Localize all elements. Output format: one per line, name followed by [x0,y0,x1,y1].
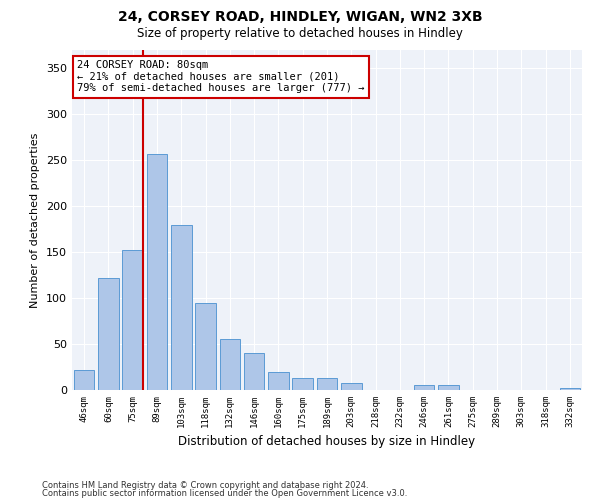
Text: 24 CORSEY ROAD: 80sqm
← 21% of detached houses are smaller (201)
79% of semi-det: 24 CORSEY ROAD: 80sqm ← 21% of detached … [77,60,365,94]
Text: Contains HM Land Registry data © Crown copyright and database right 2024.: Contains HM Land Registry data © Crown c… [42,480,368,490]
Bar [98,278,119,390]
X-axis label: Distribution of detached houses by size in Hindley: Distribution of detached houses by size … [178,436,476,448]
Bar [146,154,167,390]
Bar [122,250,143,390]
Bar [74,370,94,390]
Bar [195,302,216,390]
Bar [292,378,313,390]
Y-axis label: Number of detached properties: Number of detached properties [31,132,40,308]
Text: 24, CORSEY ROAD, HINDLEY, WIGAN, WN2 3XB: 24, CORSEY ROAD, HINDLEY, WIGAN, WN2 3XB [118,10,482,24]
Text: Size of property relative to detached houses in Hindley: Size of property relative to detached ho… [137,28,463,40]
Bar [560,388,580,390]
Bar [438,386,459,390]
Bar [317,378,337,390]
Bar [220,340,240,390]
Bar [414,386,434,390]
Bar [341,382,362,390]
Bar [268,372,289,390]
Bar [171,224,191,390]
Bar [244,353,265,390]
Text: Contains public sector information licensed under the Open Government Licence v3: Contains public sector information licen… [42,489,407,498]
